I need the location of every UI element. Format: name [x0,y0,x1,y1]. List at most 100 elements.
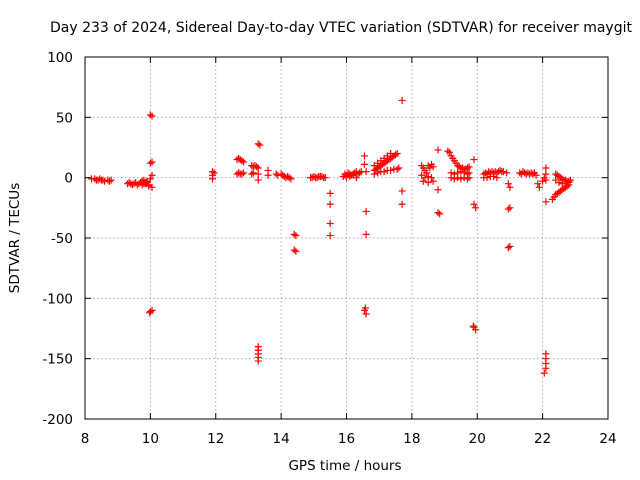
data-point [434,186,442,194]
data-point [146,175,154,183]
data-point [387,166,395,174]
y-tick-label: -200 [42,412,73,428]
data-point [356,169,364,177]
data-point [503,169,511,177]
data-points [88,96,574,377]
data-point [240,169,248,177]
data-point [540,369,548,377]
data-point [447,174,455,182]
data-point [463,164,471,172]
data-point [398,96,406,104]
data-point [343,174,350,182]
data-point [238,157,246,165]
data-point [254,176,262,184]
data-point [362,207,370,215]
data-point [148,158,156,166]
data-point [465,163,473,171]
data-point [434,146,442,154]
data-point [562,180,570,188]
data-point [529,170,537,178]
data-point [539,177,547,185]
data-point [292,232,300,240]
data-point [361,304,369,312]
data-point [450,175,458,183]
data-point [426,164,434,172]
data-point [321,174,329,182]
data-point [423,169,431,177]
data-point [362,310,370,318]
data-point [146,308,154,316]
grid [85,57,608,419]
data-point [287,175,295,183]
data-point [398,200,406,208]
data-point [455,163,463,171]
data-point [532,171,540,179]
data-point [429,163,437,171]
data-point [395,164,403,172]
data-point [542,164,550,172]
x-tick-label: 22 [534,431,551,447]
data-point [254,164,262,172]
data-point [148,171,156,179]
data-point [535,183,543,191]
data-point [542,170,550,178]
data-point [249,169,257,177]
data-point [352,174,360,182]
data-point [107,176,115,184]
data-point [506,204,514,212]
data-point [145,182,153,190]
data-point [380,168,388,176]
data-point [143,178,151,186]
data-point [210,169,218,177]
data-point [504,244,512,252]
data-point [542,198,550,206]
data-point [424,178,432,186]
data-point [148,112,156,120]
data-point [457,175,465,183]
data-point [248,170,256,178]
data-point [542,176,550,184]
data-point [146,309,154,317]
data-point [398,187,406,195]
data-point [362,168,370,176]
data-point [360,152,368,160]
data-point [326,220,334,228]
data-point [292,247,300,255]
data-point [565,178,573,186]
data-point [374,169,382,177]
data-point [436,210,444,218]
chart-title: Day 233 of 2024, Sidereal Day-to-day VTE… [50,20,632,36]
data-point [470,200,478,208]
x-tick-label: 18 [403,431,420,447]
data-point [534,180,542,188]
data-point [504,180,512,188]
data-point [393,165,401,173]
data-point [457,168,465,176]
data-point [542,364,550,372]
data-point [346,172,354,180]
data-point [148,183,156,191]
data-point [96,175,104,183]
data-point [419,177,427,185]
data-point [470,156,478,164]
data-point [387,150,395,158]
data-point [254,140,262,148]
data-point [326,200,334,208]
data-point [106,177,114,185]
data-point [370,170,378,178]
x-tick-label: 16 [338,431,355,447]
data-point [499,168,507,176]
data-point [429,177,437,185]
data-point [392,151,400,159]
x-tick-label: 24 [599,431,616,447]
data-point [362,230,370,238]
data-point [472,326,480,334]
data-point [506,183,514,191]
y-tick-label: -50 [51,231,73,247]
data-point [454,174,462,182]
data-point [427,174,435,182]
data-point [238,170,246,178]
data-point [463,175,471,183]
data-point [496,166,504,174]
x-axis-label: GPS time / hours [288,458,401,474]
